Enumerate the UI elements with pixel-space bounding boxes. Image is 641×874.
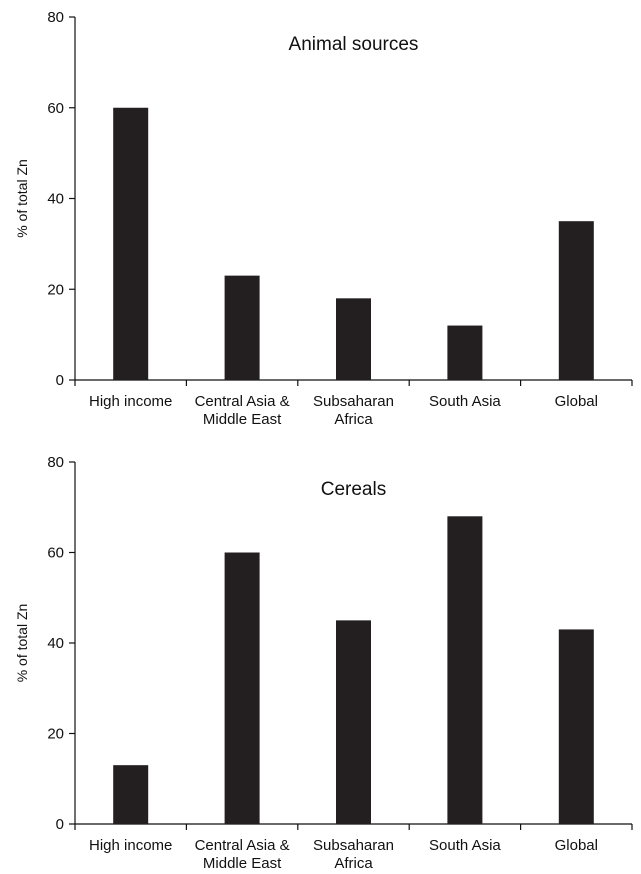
bar-5	[558, 629, 594, 824]
bar-3	[336, 298, 371, 380]
bar-4	[447, 325, 483, 380]
chart-panel-1: 0 20 40 60 80 High income Central Asia & Middle…	[14, 9, 633, 428]
bar-1	[113, 107, 149, 380]
y-tick-label: 20	[47, 726, 64, 743]
bar-2	[224, 275, 260, 380]
y-tick-label: 0	[56, 816, 64, 833]
y-axis-label: % of total Zn	[14, 159, 30, 238]
y-tick-label: 80	[47, 9, 64, 26]
y-tick-label: 40	[47, 191, 64, 208]
category-label: Global	[555, 837, 598, 854]
category-label: Global	[555, 393, 598, 410]
bar-5	[558, 221, 594, 380]
category-label: Central Asia & Middle East	[195, 393, 290, 428]
y-tick-label: 0	[56, 372, 64, 389]
category-label: South Asia	[429, 393, 501, 410]
category-label: High income	[89, 393, 172, 410]
category-label: Subsaharan Africa	[313, 837, 394, 872]
y-axis-label: % of total Zn	[14, 604, 30, 683]
y-tick-label: 80	[47, 454, 64, 471]
chart-panel-2: 0 20 40 60 80 High income Central Asia & Middle…	[14, 454, 633, 872]
category-label: High income	[89, 837, 172, 854]
bar-3	[336, 620, 371, 824]
chart-title: Cereals	[321, 479, 386, 500]
bar-2	[224, 552, 260, 824]
chart-title: Animal sources	[289, 34, 419, 55]
category-label: Subsaharan Africa	[313, 393, 394, 428]
y-tick-label: 60	[47, 545, 64, 562]
bar-1	[113, 765, 149, 824]
y-tick-label: 60	[47, 100, 64, 117]
category-label: South Asia	[429, 837, 501, 854]
bar-4	[447, 516, 483, 824]
y-tick-label: 40	[47, 635, 64, 652]
category-label: Central Asia & Middle East	[195, 837, 290, 872]
y-tick-label: 20	[47, 281, 64, 298]
